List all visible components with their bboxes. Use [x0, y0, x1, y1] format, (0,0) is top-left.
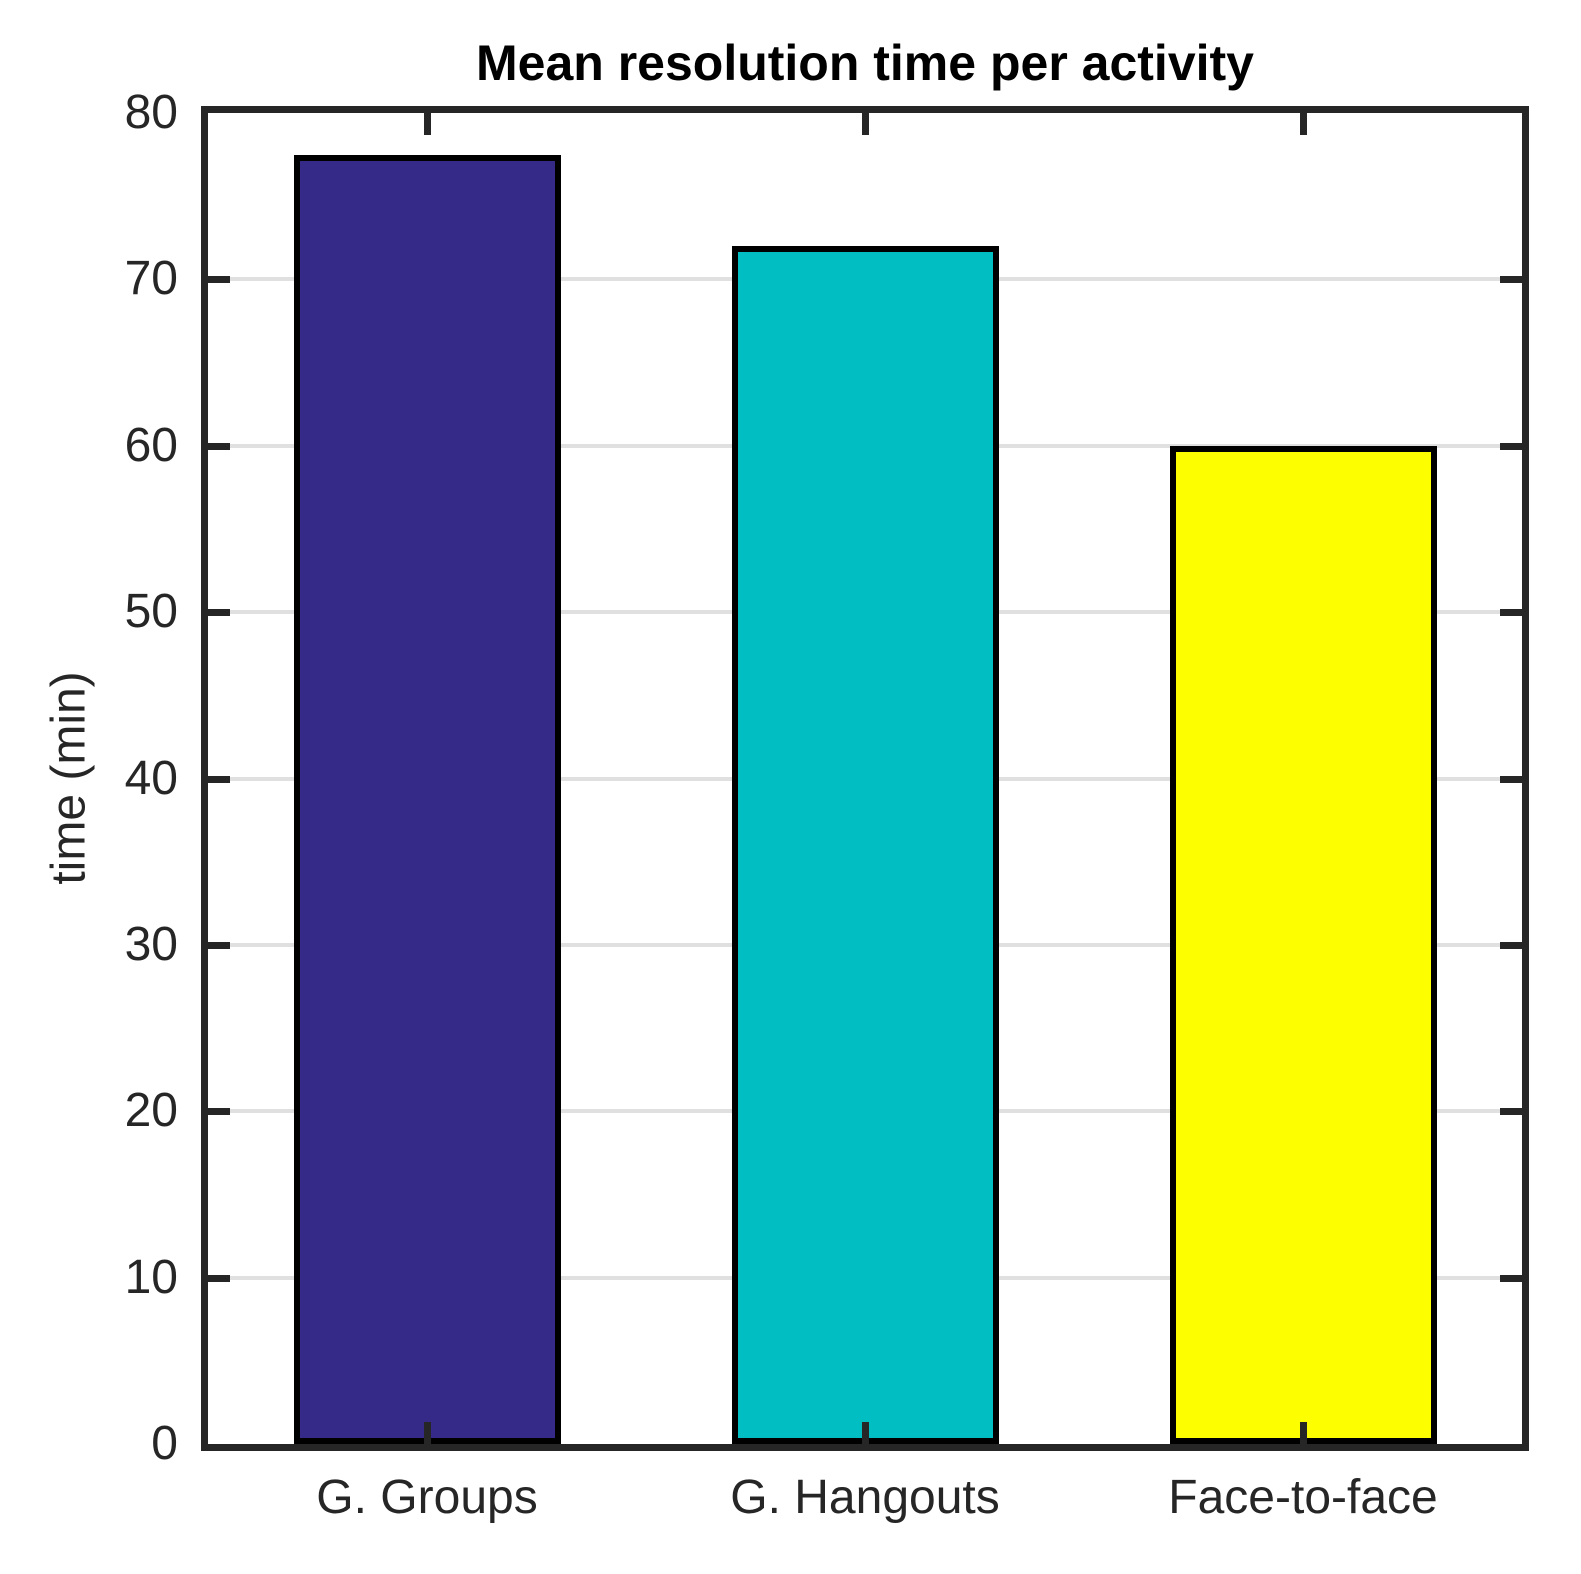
bar [1169, 446, 1437, 1444]
y-tick-label: 0 [151, 1417, 178, 1470]
chart-title: Mean resolution time per activity [476, 35, 1254, 91]
plot-area [201, 106, 1529, 1451]
y-axis-tick-left [208, 442, 230, 450]
x-category-label: Face-to-face [1168, 1471, 1438, 1524]
x-axis-tick-bottom [1299, 1422, 1307, 1444]
y-axis-tick-right [1500, 442, 1522, 450]
y-axis-tick-left [208, 609, 230, 617]
y-axis-tick-right [1500, 775, 1522, 783]
y-axis-tick-right [1500, 276, 1522, 284]
y-axis-tick-left [208, 775, 230, 783]
x-axis-tick-bottom [423, 1422, 431, 1444]
y-tick-label: 60 [124, 418, 178, 472]
y-tick-label: 20 [124, 1084, 178, 1138]
x-axis-tick-top [861, 113, 869, 135]
y-axis-tick-right [1500, 609, 1522, 617]
y-axis-tick-left [208, 1274, 230, 1282]
y-tick-label: 50 [124, 585, 178, 639]
y-tick-label: 70 [124, 252, 178, 306]
x-axis-tick-top [423, 113, 431, 135]
bar [731, 246, 999, 1444]
x-category-label: G. Groups [316, 1471, 538, 1524]
y-tick-label: 80 [124, 86, 178, 139]
y-tick-label: 30 [124, 917, 178, 971]
y-axis-tick-left [208, 1108, 230, 1116]
y-tick-label: 40 [124, 751, 178, 805]
y-axis-tick-left [208, 276, 230, 284]
x-axis-tick-top [1299, 113, 1307, 135]
y-axis-tick-left [208, 941, 230, 949]
y-axis-tick-right [1500, 1108, 1522, 1116]
x-category-label: G. Hangouts [730, 1471, 1000, 1524]
y-tick-label: 10 [124, 1250, 178, 1304]
y-axis-tick-right [1500, 1274, 1522, 1282]
bar [293, 155, 561, 1444]
y-axis-tick-right [1500, 941, 1522, 949]
x-axis-tick-bottom [861, 1422, 869, 1444]
